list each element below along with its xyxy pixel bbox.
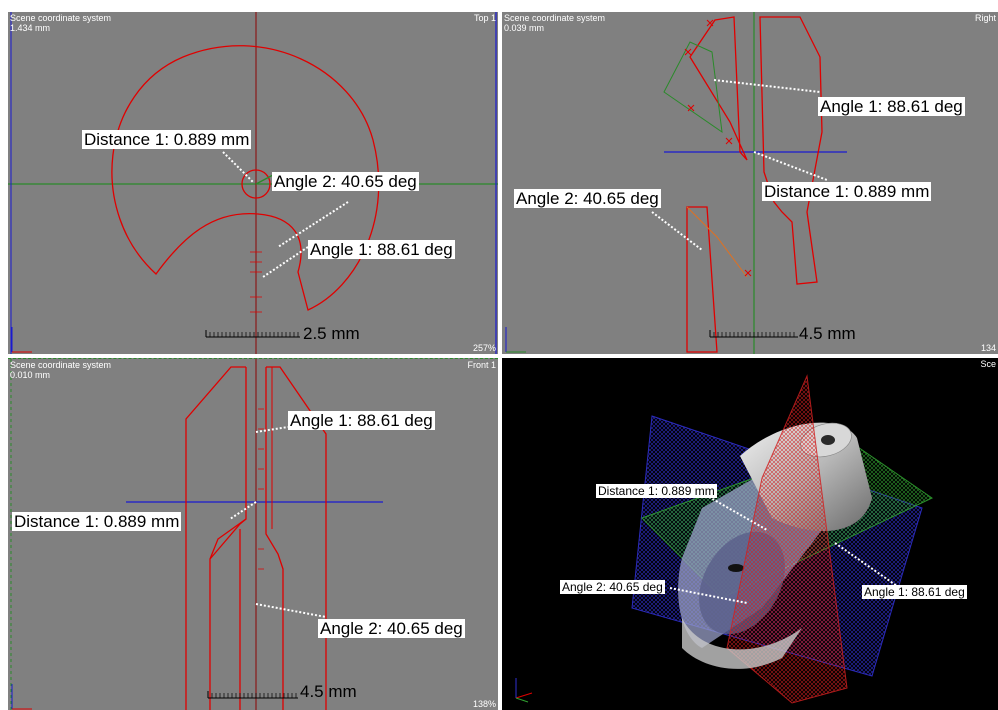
angle1-measurement-label[interactable]: Angle 1: 88.61 deg [862,585,967,599]
bore-hole [728,564,744,572]
construction-arc [663,41,723,134]
angle2-leader [277,201,349,248]
viewport-header: Scene coordinate system 0.039 mm [504,13,605,33]
part-outline-right [265,366,327,710]
part-outline-upper [689,16,748,161]
scale-bar-label: 4.5 mm [799,324,856,343]
angle1-measurement-label[interactable]: Angle 1: 88.61 deg [818,97,965,116]
viewport-title: Scene coordinate system [504,13,606,23]
axis-triad-y [515,697,529,703]
part-outline [111,45,380,311]
unit-readout: 0.010 mm [10,370,51,380]
angle1-leader [262,246,309,278]
angle1-measurement-label[interactable]: Angle 1: 88.61 deg [308,240,455,259]
red-plane [726,374,848,704]
unit-readout: 0.039 mm [504,23,545,33]
angle2-leader [255,603,327,618]
distance-measurement-label[interactable]: Distance 1: 0.889 mm [596,484,717,498]
angle2-measurement-label[interactable]: Angle 2: 40.65 deg [514,189,661,208]
distance-measurement-label[interactable]: Distance 1: 0.889 mm [12,512,182,531]
view-name: Sce [980,359,996,369]
viewport-header: Scene coordinate system 0.010 mm [10,360,111,380]
front-viewport[interactable]: Scene coordinate system 0.010 mm Front 1… [8,358,498,710]
angle2-leader [651,211,703,251]
scale-bar-label: 4.5 mm [300,682,357,701]
angle2-measurement-label[interactable]: Angle 2: 40.65 deg [318,619,465,638]
distance-leader [701,492,768,531]
distance-measurement-label[interactable]: Distance 1: 0.889 mm [762,182,932,201]
view-name: Front 1 [467,360,496,370]
perspective-view-canvas[interactable] [502,358,998,710]
perspective-viewport[interactable]: Sce Distance 1: 0.889 mm Angle 2: 40.65 … [502,358,998,710]
angle1-leader [255,426,289,433]
unit-readout: 1.434 mm [10,23,51,33]
bore-circle [241,169,271,199]
distance-leader [229,501,257,520]
angle1-leader [834,542,898,587]
viewport-title: Scene coordinate system [10,13,112,23]
scale-bar-label: 2.5 mm [303,324,360,343]
angle1-measurement-label[interactable]: Angle 1: 88.61 deg [288,411,435,430]
distance-leader [753,151,828,181]
angle2-leader [669,587,748,604]
angle2-measurement-label[interactable]: Angle 2: 40.65 deg [272,172,419,191]
part-outline-left [185,366,247,710]
zoom-readout: 138% [472,699,496,709]
angle2-measurement-label[interactable]: Angle 2: 40.65 deg [560,580,665,594]
scale-bar [207,691,298,699]
view-name: Right [974,13,996,23]
zoom-readout: 257% [472,343,496,353]
view-name: Top 1 [473,13,496,23]
right-view-canvas[interactable] [502,12,998,354]
top-viewport[interactable]: Scene coordinate system 1.434 mm Top 1 2… [8,12,498,354]
axis-triad-x [515,692,533,699]
front-view-canvas[interactable] [8,359,498,710]
viewport-title: Scene coordinate system [10,360,112,370]
distance-leader [222,151,254,183]
viewport-header: Scene coordinate system 1.434 mm [10,13,111,33]
marker [684,19,752,277]
part-outline-lower [686,206,718,353]
angle1-leader [713,79,821,93]
zoom-readout: 134 [980,343,996,353]
part-outline-right [759,16,823,285]
top-view-canvas[interactable] [8,12,498,354]
distance-measurement-label[interactable]: Distance 1: 0.889 mm [82,130,252,149]
right-viewport[interactable]: Scene coordinate system 0.039 mm Right 1… [502,12,998,354]
